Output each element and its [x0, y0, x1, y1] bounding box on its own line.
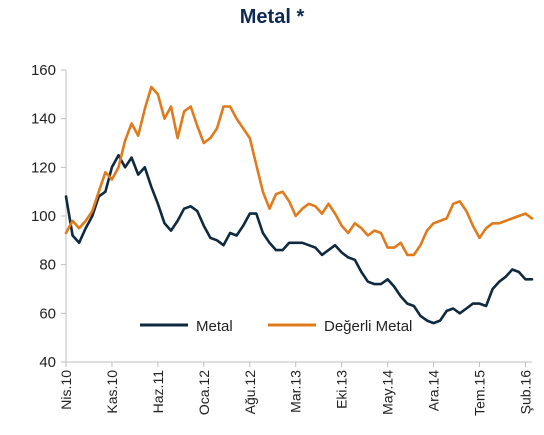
y-tick-label: 120: [31, 159, 56, 176]
y-tick-label: 160: [31, 62, 56, 79]
series-line-metal: [64, 153, 534, 325]
x-tick-label: Kas.10: [104, 370, 120, 414]
legend-item-degerli-metal: Değerli Metal: [268, 318, 412, 335]
legend-item-metal: Metal: [140, 318, 233, 335]
x-tick-label: Şub.16: [517, 370, 533, 415]
x-tick-label: Tem.15: [471, 370, 487, 416]
x-tick-label: Nis.10: [58, 370, 74, 410]
x-tick-label: Oca.12: [196, 370, 212, 415]
legend-label: Metal: [196, 318, 233, 335]
chart-title: Metal *: [239, 6, 305, 28]
x-tick-label: Mar.13: [288, 370, 304, 413]
y-tick-label: 140: [31, 111, 56, 128]
axes: 40 60 80 100 120 140 160 Nis.10 Kas.10 Haz.11 Oca.…: [31, 62, 533, 416]
x-tick-label: May.14: [380, 370, 396, 415]
x-tick-label: Eki.13: [334, 370, 350, 409]
y-tick-label: 40: [39, 354, 56, 371]
x-tick-label: Ara.14: [426, 370, 442, 411]
series-line-degerli-metal: [64, 85, 534, 257]
legend: Metal Değerli Metal: [140, 318, 412, 335]
y-tick-label: 80: [39, 257, 56, 274]
y-tick-label: 60: [39, 305, 56, 322]
y-tick-label: 100: [31, 208, 56, 225]
legend-label: Değerli Metal: [324, 318, 412, 335]
x-tick-label: Haz.11: [150, 370, 166, 414]
x-tick-label: Ağu.12: [242, 370, 258, 415]
series-group: [64, 85, 534, 325]
